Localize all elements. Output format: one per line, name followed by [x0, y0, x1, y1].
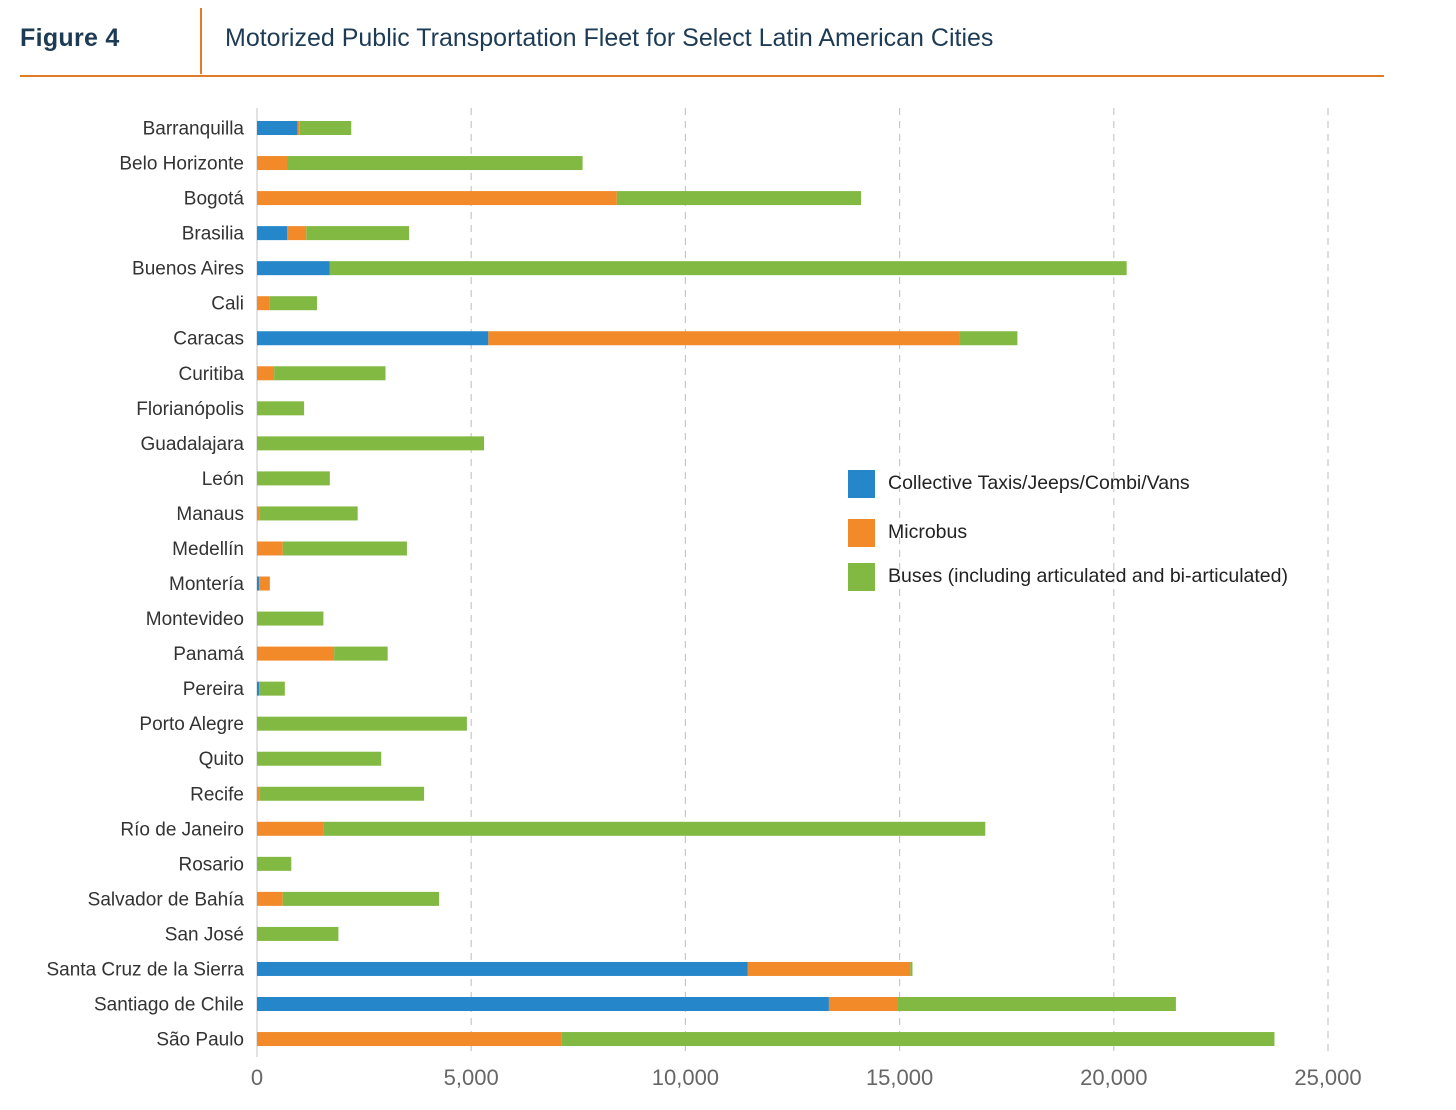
bar-segment: [259, 576, 270, 591]
x-tick-label: 10,000: [652, 1065, 719, 1090]
category-label: Belo Horizonte: [119, 154, 244, 175]
bar-segment: [257, 1032, 562, 1047]
category-label: Montería: [169, 574, 244, 595]
bar-segment: [257, 576, 260, 591]
bar-segment: [257, 681, 260, 696]
bar-segment: [286, 226, 307, 241]
category-label: Quito: [199, 749, 244, 770]
bar-segment: [897, 997, 1176, 1011]
category-label: Montevideo: [146, 609, 244, 630]
bar-segment: [323, 821, 986, 836]
bar-segment: [910, 961, 913, 976]
category-label: Santa Cruz de la Sierra: [47, 959, 245, 980]
figure-label: Figure 4: [20, 24, 120, 52]
x-tick-labels: 0 5,000 10,000 15,000 20,000 25,000: [251, 1065, 1362, 1090]
category-label: São Paulo: [156, 1030, 244, 1051]
bar-segment: [257, 156, 287, 171]
bar-segment: [257, 821, 324, 836]
category-label: Guadalajara: [140, 434, 244, 455]
x-tick-label: 25,000: [1294, 1065, 1361, 1090]
bar-segment: [257, 716, 467, 731]
x-tick-label: 5,000: [444, 1065, 499, 1090]
category-label: Panamá: [173, 644, 244, 665]
x-tick-label: 15,000: [866, 1065, 933, 1090]
header-divider: [200, 8, 202, 74]
bar-segment: [257, 541, 283, 556]
category-label: Caracas: [173, 329, 244, 350]
chart-bars: [257, 121, 1275, 1047]
bar-segment: [329, 261, 1127, 276]
bar-segment: [257, 296, 270, 311]
bar-segment: [257, 506, 260, 521]
category-label: Salvador de Bahía: [88, 889, 245, 910]
bar-segment: [257, 997, 829, 1011]
bar-segment: [257, 366, 275, 381]
legend-swatch-microbus: [848, 519, 875, 547]
legend-label-buses: Buses (including articulated and bi-arti…: [888, 565, 1288, 587]
category-label: Santiago de Chile: [94, 995, 244, 1016]
bar-segment: [282, 891, 440, 906]
bar-segment: [259, 786, 425, 801]
category-label: Manaus: [176, 504, 244, 525]
bar-segment: [616, 191, 862, 206]
category-label: Porto Alegre: [139, 714, 244, 735]
bar-segment: [488, 331, 960, 346]
bar-segment: [257, 961, 748, 976]
category-label: Florianópolis: [136, 399, 244, 420]
chart-title: Motorized Public Transportation Fleet fo…: [225, 24, 994, 52]
bar-segment: [257, 926, 339, 941]
bar-segment: [257, 121, 298, 135]
bar-segment: [269, 296, 317, 311]
legend-swatch-buses: [848, 563, 875, 591]
bar-segment: [257, 226, 287, 241]
bar-segment: [259, 681, 285, 696]
bar-segment: [297, 121, 300, 135]
bar-segment: [334, 646, 388, 661]
category-label: Medellín: [172, 539, 244, 560]
bar-segment: [257, 751, 382, 766]
category-label: San José: [165, 924, 244, 945]
bar-segment: [257, 891, 283, 906]
bar-segment: [828, 997, 898, 1011]
bar-segment: [257, 471, 330, 486]
bar-segment: [257, 191, 617, 206]
category-label: Recife: [190, 784, 244, 805]
category-labels: Barranquilla Belo Horizonte Bogotá Brasilia…: [47, 119, 245, 1051]
category-label: Brasilia: [182, 224, 245, 245]
category-label: Rosario: [179, 854, 244, 875]
category-label: Curitiba: [179, 364, 245, 385]
bar-segment: [257, 261, 330, 276]
bar-segment: [299, 121, 352, 135]
bar-segment: [747, 961, 911, 976]
bar-segment: [959, 331, 1018, 346]
x-tick-label: 20,000: [1080, 1065, 1147, 1090]
bar-segment: [259, 506, 358, 521]
bar-segment: [257, 786, 260, 801]
legend-label-collective-taxis: Collective Taxis/Jeeps/Combi/Vans: [888, 472, 1190, 494]
bar-segment: [257, 611, 324, 626]
category-label: Río de Janeiro: [120, 819, 244, 840]
category-label: León: [202, 469, 244, 490]
bar-segment: [286, 156, 583, 171]
legend-swatch-collective-taxis: [848, 470, 875, 498]
category-label: Barranquilla: [143, 119, 245, 140]
bar-segment: [306, 226, 410, 241]
bar-segment: [561, 1032, 1275, 1047]
bar-segment: [257, 331, 489, 346]
bar-segment: [257, 646, 335, 661]
bar-segment: [257, 856, 292, 871]
category-label: Cali: [211, 294, 244, 315]
bar-segment: [282, 541, 407, 556]
bar-segment: [257, 436, 485, 451]
bar-segment: [274, 366, 386, 381]
bar-segment: [257, 401, 305, 416]
category-label: Bogotá: [184, 189, 245, 210]
figure-header: Figure 4 Motorized Public Transportation…: [20, 0, 1384, 77]
category-label: Pereira: [183, 679, 245, 700]
legend-label-microbus: Microbus: [888, 521, 968, 543]
category-label: Buenos Aires: [132, 259, 244, 280]
x-tick-label: 0: [251, 1065, 263, 1090]
